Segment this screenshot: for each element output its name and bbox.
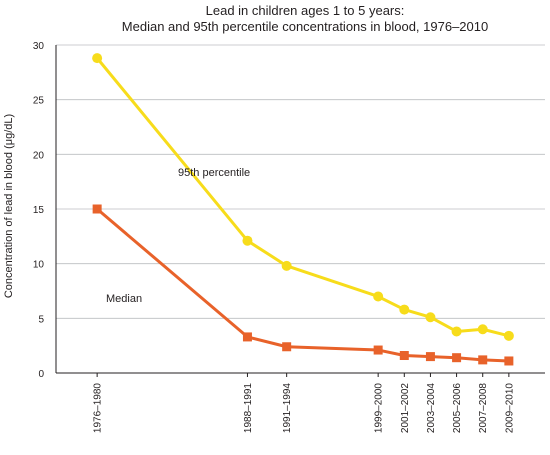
- y-tick-label: 15: [33, 205, 45, 216]
- x-tick-label: 2009–2010: [504, 383, 515, 433]
- annotations: 95th percentile Median: [106, 167, 250, 305]
- x-tick-label: 2001–2002: [400, 383, 411, 433]
- series-group: [92, 53, 514, 366]
- y-axis-label: Concentration of lead in blood (μg/dL): [3, 114, 15, 298]
- gridlines: [56, 44, 545, 319]
- data-point: [452, 353, 462, 363]
- x-tick-label: 1991–1994: [282, 383, 293, 433]
- data-point: [478, 355, 488, 365]
- data-point: [92, 53, 103, 64]
- x-tick-labels: 1976–1980 1988–1991 1991–1994 1999–2000 2001…: [93, 373, 515, 433]
- data-point: [242, 332, 252, 342]
- data-point: [451, 326, 462, 337]
- y-tick-label: 20: [33, 150, 45, 161]
- y-tick-label: 5: [38, 314, 44, 325]
- y-tick-label: 0: [38, 369, 44, 380]
- x-tick-label: 1999–2000: [374, 383, 385, 433]
- y-tick-labels: 0 5 10 15 20 25 30: [33, 41, 45, 380]
- x-tick-label: 1988–1991: [243, 383, 254, 433]
- y-tick-label: 25: [33, 96, 45, 107]
- data-point: [477, 324, 488, 335]
- x-tick-label: 2005–2006: [452, 383, 463, 433]
- data-point: [373, 291, 384, 302]
- y-tick-label: 10: [33, 260, 45, 271]
- data-point: [399, 351, 409, 361]
- x-tick-label: 2003–2004: [426, 383, 437, 433]
- series-annotation: 95th percentile: [178, 167, 250, 179]
- data-point: [425, 312, 436, 323]
- data-point: [373, 345, 383, 355]
- chart-subtitle: Median and 95th percentile concentration…: [121, 19, 489, 34]
- series-line: [96, 207, 509, 363]
- axes: [55, 45, 545, 374]
- data-point: [281, 260, 292, 271]
- x-tick-label: 1976–1980: [93, 383, 104, 433]
- data-point: [242, 235, 253, 246]
- y-tick-label: 30: [33, 41, 45, 52]
- chart-title: Lead in children ages 1 to 5 years:: [205, 3, 405, 18]
- data-point: [399, 304, 410, 315]
- data-point: [92, 204, 102, 214]
- data-point: [504, 356, 514, 366]
- data-point: [503, 330, 514, 341]
- x-tick-label: 2007–2008: [478, 383, 489, 433]
- data-point: [282, 342, 292, 352]
- data-point: [425, 352, 435, 362]
- series-annotation: Median: [106, 293, 142, 305]
